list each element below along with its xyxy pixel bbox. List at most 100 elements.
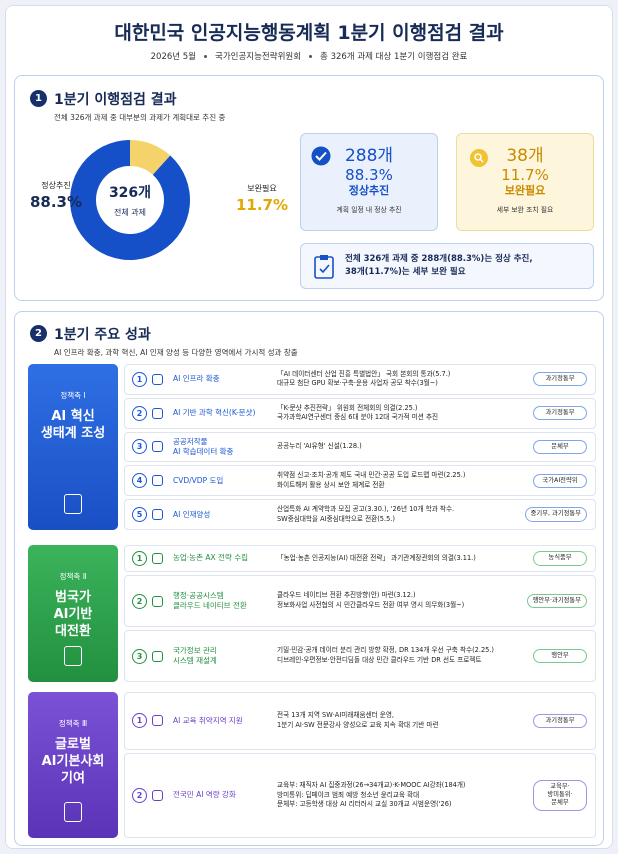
item-icon (152, 475, 163, 487)
item-title-line: 전국민 AI 역량 강화 (173, 790, 236, 800)
item-title-line: CVD/VDP 도입 (173, 475, 224, 485)
search-icon (470, 149, 488, 167)
item-title-line: AI 인프라 확충 (173, 374, 220, 384)
item-row: 1 AI 인프라 확충 「AI 데이터센터 산업 진흥 특별법안」 국회 본회의 통… (124, 364, 596, 395)
item-icon (152, 509, 163, 521)
pillar-label: 정책축 Ⅱ (59, 572, 87, 581)
card-pct: 88.3% (345, 166, 393, 185)
card-label: 보완필요 (504, 184, 546, 198)
pillar-title-line: 기여 (61, 770, 85, 786)
card-count: 38개 (506, 146, 544, 166)
section-title: 1분기 이행점검 결과 (54, 92, 177, 108)
item-desc-line: 전국 13개 지역 SW·AI미래채움센터 운영, (277, 711, 394, 720)
item-desc: 교육부: 재직자 AI 집중과정(26→34개교)·K-MOOC AI강좌(18… (277, 781, 517, 810)
card-normal: 288개 88.3% 정상추진 계획 일정 내 정상 추진 (300, 133, 438, 231)
item-desc-line: 국가과학AI연구센터 중심 6대 분야 12대 국가적 미션 추진 (277, 413, 439, 422)
card-review: 38개 11.7% 보완필요 세부 보완 조치 필요 (456, 133, 594, 231)
pillar-label: 정책축 Ⅰ (60, 391, 86, 400)
item-org: 농식품부 (533, 551, 587, 566)
item-number: 3 (132, 439, 147, 455)
item-org: 과기정통부 (533, 713, 587, 728)
meta-scope: 총 326개 과제 대상 1분기 이행점검 완료 (320, 52, 468, 62)
dot (204, 54, 208, 58)
item-title: AI 교육 취약지역 지원 (173, 716, 273, 726)
item-title-line: AI 학습데이터 확충 (173, 446, 234, 456)
item-list: 1 농업·농촌 AX 전략 수립 「농업·농촌 인공지능(AI) 대전환 전략」 과… (124, 545, 596, 682)
meta-date: 2026년 5월 (150, 52, 197, 62)
item-title-line: 행정·공공시스템 (173, 590, 224, 600)
segment-label: 11.7% (236, 196, 288, 214)
item-row: 2 행정·공공시스템 클라우드 네이티브 전환 클라우드 네이티브 전환 추진방향(안… (124, 575, 596, 627)
item-org-line: 행안부 (551, 651, 569, 659)
card-note: 세부 보완 조치 필요 (496, 205, 554, 214)
item-desc-line: 취약점 신고·조치·공개 제도 국내 민간·공공 도입 로드맵 마련(2.25.… (277, 471, 466, 480)
item-desc: 「K-문샷 추진전략」 위원회 전체회의 의결(2.25.) 국가과학AI연구센터… (277, 404, 517, 423)
item-org: 행안부 (533, 648, 587, 664)
donut-center-label: 전체 과제 (114, 207, 146, 217)
summary: 전체 326개 과제 중 288개(88.3%)는 정상 추진, 38개(11.… (300, 243, 594, 289)
pillar-label: 정책축 Ⅲ (58, 719, 88, 728)
item-desc-line: 클라우드 네이티브 전환 추진방향(안) 마련(3.12.) (277, 591, 416, 600)
item-org: 행안부·과기정통부 (526, 593, 587, 609)
segment-name: 보완필요 (247, 183, 276, 193)
item-row: 3 국가정보 관리 시스템 재설계 기밀·민감·공개 데이터 분리 관리 방향 확정,… (124, 630, 596, 682)
item-list: 1 AI 인프라 확충 「AI 데이터센터 산업 진흥 특별법안」 국회 본회의 통… (124, 364, 596, 530)
item-desc: 「농업·농촌 인공지능(AI) 대전환 전략」 과기관계장관회의 의결(3.11… (277, 554, 517, 564)
item-title-line: 농업·농촌 AX 전략 수립 (173, 553, 249, 563)
item-icon (152, 595, 163, 607)
item-desc-line: 산업특화 AI 계약학과 모집 공고(3.30.), '26년 10개 학과 착… (277, 505, 455, 514)
pillar-title: 글로벌 AI기본사회 기여 (28, 737, 118, 788)
item-org-line: 농식품부 (548, 554, 572, 562)
pillar-icon (64, 802, 82, 822)
item-org-line: 행안부·과기정통부 (532, 596, 581, 604)
pillar: 정책축 Ⅱ 범국가 AI기반 대전환 (28, 545, 118, 682)
item-number: 1 (132, 713, 147, 729)
item-org: 중기부, 과기정통부 (524, 507, 587, 522)
item-number: 3 (132, 648, 147, 664)
item-org-line: 문체부 (551, 442, 569, 450)
item-desc: 공공누리 'AI유형' 신설(1.28.) (277, 442, 517, 452)
donut-segment (130, 140, 171, 175)
item-title: AI 기반 과학 혁신(K-문샷) (173, 408, 273, 418)
item-org-line: 과기정통부 (545, 409, 575, 417)
section-desc: 전체 326개 과제 중 대부분의 과제가 계획대로 추진 중 (54, 113, 226, 122)
pillar-title-line: AI기반 (53, 606, 93, 622)
item-title: 공공저작물 AI 학습데이터 확충 (173, 437, 273, 457)
item-org-line: 과기정통부 (545, 716, 575, 724)
item-icon (152, 715, 163, 727)
item-desc-line: 「농업·농촌 인공지능(AI) 대전환 전략」 과기관계장관회의 의결(3.11… (277, 553, 476, 562)
item-number: 2 (132, 593, 147, 609)
item-row: 5 AI 인재양성 산업특화 AI 계약학과 모집 공고(3.30.), '26년 … (124, 499, 596, 530)
item-desc: 전국 13개 지역 SW·AI미래채움센터 운영, 1분기 AI·SW 전문강사 … (277, 711, 517, 730)
item-desc: 기밀·민감·공개 데이터 분리 관리 방향 확정, DR 134개 우선 구축 … (277, 646, 517, 665)
item-desc-line: 화이트해커 활용 상시 보안 체계로 전환 (277, 480, 385, 489)
item-title: CVD/VDP 도입 (173, 476, 273, 486)
donut-segment (69, 140, 190, 261)
item-title: 국가정보 관리 시스템 재설계 (173, 646, 273, 666)
clipboard-icon (314, 255, 334, 279)
item-desc: 클라우드 네이티브 전환 추진방향(안) 마련(3.12.) 정보화사업 사전협의… (277, 591, 517, 610)
item-row: 4 CVD/VDP 도입 취약점 신고·조치·공개 제도 국내 민간·공공 도입 로… (124, 465, 596, 497)
item-desc-line: 「K-문샷 추진전략」 위원회 전체회의 의결(2.25.) (277, 403, 418, 412)
segment-name: 정상추진 (41, 180, 70, 190)
pillar-title-line: AI 혁신 (51, 409, 95, 424)
pillar-title: 범국가 AI기반 대전환 (28, 590, 118, 641)
check-icon (311, 146, 331, 166)
item-row: 1 AI 교육 취약지역 지원 전국 13개 지역 SW·AI미래채움센터 운영, 1… (124, 692, 596, 750)
item-desc: 취약점 신고·조치·공개 제도 국내 민간·공공 도입 로드맵 마련(2.25.… (277, 471, 517, 490)
item-title: AI 인재양성 (173, 510, 273, 520)
item-row: 1 농업·농촌 AX 전략 수립 「농업·농촌 인공지능(AI) 대전환 전략」 과… (124, 545, 596, 572)
section-title: 1분기 주요 성과 (54, 327, 151, 343)
item-title-line: 클라우드 네이티브 전환 (173, 601, 247, 610)
item-number: 5 (132, 507, 147, 523)
item-title: AI 인프라 확충 (173, 374, 273, 384)
item-org-line: 중기부, 과기정통부 (530, 510, 581, 518)
meta-org: 국가인공지능전략위원회 (215, 52, 302, 62)
item-title: 농업·농촌 AX 전략 수립 (173, 553, 273, 563)
item-title-line: 국가정보 관리 (173, 645, 217, 655)
pillar-title: AI 혁신 생태계 조성 (28, 409, 118, 443)
item-org-line: 문체부 (551, 799, 569, 807)
item-number: 1 (132, 551, 147, 566)
card-label: 정상추진 (348, 184, 390, 198)
